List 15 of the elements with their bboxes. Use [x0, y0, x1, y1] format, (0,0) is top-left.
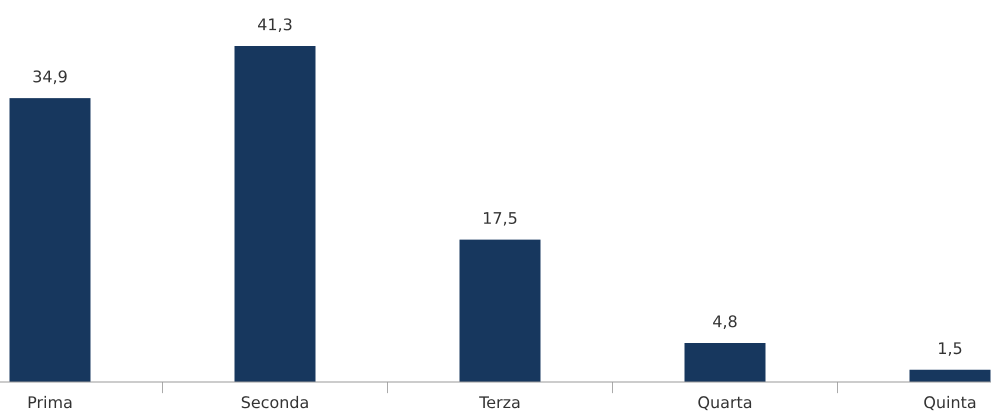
data-label: 4,8 — [713, 315, 737, 329]
bar — [684, 342, 766, 382]
x-tick-label: Quinta — [924, 396, 976, 410]
x-tick-label: Seconda — [242, 396, 308, 408]
bar — [460, 240, 540, 382]
data-label: 17,5 — [484, 212, 516, 226]
x-tick-label: Quarta — [698, 396, 752, 410]
data-label: 34,9 — [33, 70, 67, 84]
data-label: 41,3 — [258, 18, 292, 32]
bar — [10, 98, 90, 382]
x-tick-label: Terza — [479, 396, 520, 408]
bar — [234, 46, 316, 382]
data-label: 1,5 — [939, 342, 962, 356]
x-tick-label: Prima — [28, 396, 72, 408]
bar — [910, 370, 990, 382]
